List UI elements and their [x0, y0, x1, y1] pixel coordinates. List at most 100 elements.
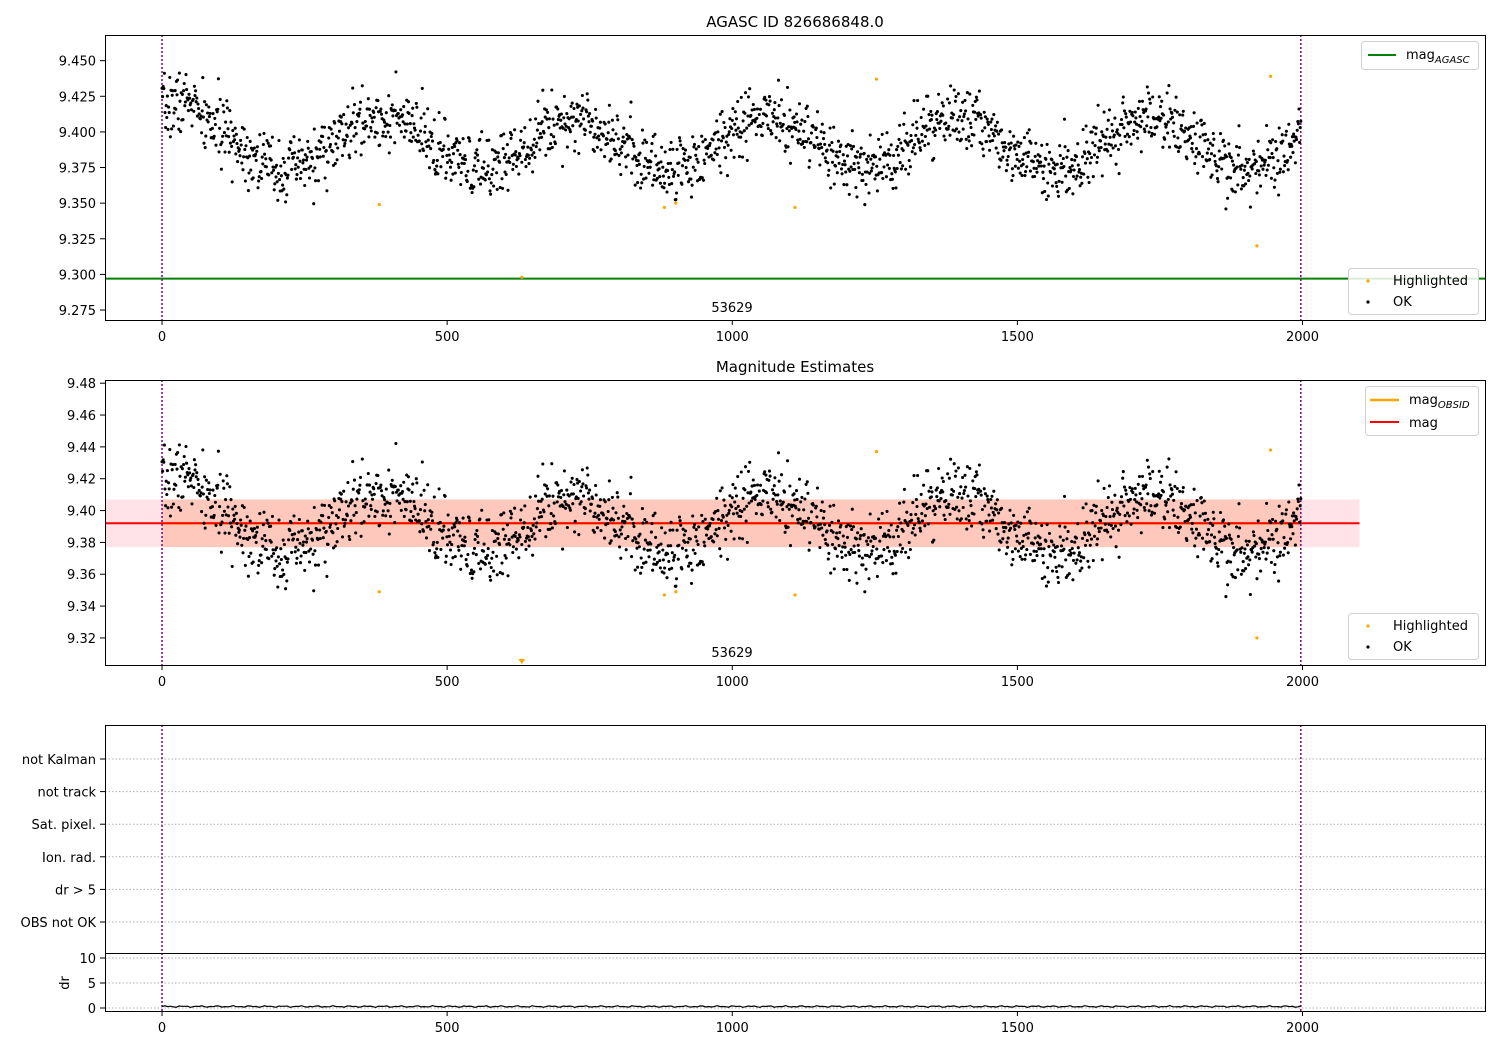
ok-point [1035, 170, 1039, 174]
ok-point [524, 165, 528, 169]
ok-point [976, 114, 980, 118]
ok-point [964, 137, 968, 141]
ok-point [535, 507, 539, 511]
ok-point [650, 141, 654, 146]
ok-point [191, 97, 195, 101]
ok-point [206, 497, 210, 501]
ok-point [1290, 525, 1294, 529]
ok-point [1136, 136, 1140, 140]
ok-point [367, 135, 371, 139]
ok-point [1277, 193, 1281, 197]
ok-point [1188, 136, 1193, 140]
ok-point [476, 540, 480, 545]
ok-point [363, 119, 367, 124]
ok-point [1179, 124, 1184, 128]
ok-point [580, 109, 584, 113]
ok-point [1194, 147, 1199, 151]
ok-point [451, 172, 455, 176]
ok-point [934, 128, 938, 132]
ok-point [1066, 149, 1070, 153]
ok-point [577, 533, 581, 537]
ok-point [1021, 157, 1025, 162]
ok-point [863, 203, 867, 207]
ok-point [898, 501, 902, 505]
ok-point [451, 152, 456, 156]
ok-point [1029, 521, 1033, 525]
ok-point [336, 515, 340, 519]
ok-point [880, 171, 884, 175]
ok-point [808, 541, 812, 545]
ok-point [422, 112, 426, 116]
ok-point [628, 136, 632, 140]
ok-point [567, 504, 571, 508]
ok-point [164, 104, 168, 108]
ok-point [1016, 140, 1020, 144]
ok-point [802, 508, 806, 512]
ok-point [190, 124, 194, 128]
ok-point [490, 148, 494, 152]
ok-point [1276, 159, 1280, 163]
ok-point [503, 553, 507, 558]
ok-point [1123, 514, 1127, 518]
ok-point [794, 489, 799, 493]
ok-point [648, 165, 652, 169]
ok-point [309, 530, 313, 534]
ok-point [783, 149, 787, 153]
ok-point [321, 134, 325, 139]
ok-point [426, 518, 430, 522]
ok-point [489, 181, 493, 185]
y-tick-label: 9.34 [67, 600, 96, 615]
ok-point [848, 169, 852, 173]
ok-point [938, 126, 942, 130]
ok-point [233, 504, 237, 508]
ok-point [290, 167, 294, 171]
ok-point [228, 141, 232, 145]
ok-point [800, 118, 804, 122]
ok-point [917, 521, 921, 525]
ok-point [1146, 492, 1150, 496]
ok-point [490, 556, 494, 560]
ok-point [217, 531, 221, 535]
ok-point [1295, 128, 1299, 132]
ok-point [681, 527, 685, 531]
ok-point [330, 132, 334, 136]
ok-point [301, 161, 305, 165]
ok-point [292, 514, 296, 518]
ok-point [242, 505, 246, 509]
ok-point [1064, 174, 1068, 178]
ok-point [165, 492, 169, 497]
ok-point [850, 129, 854, 133]
flag-row-label: not track [37, 786, 96, 801]
ok-point [417, 139, 421, 143]
ok-point [1057, 179, 1061, 183]
ok-point [263, 152, 267, 156]
ok-point [348, 537, 352, 542]
legend-mag-agasc: magAGASC [1406, 48, 1470, 66]
ok-point [593, 511, 597, 515]
ok-point [1167, 84, 1171, 88]
flag-row-label: dr > 5 [55, 883, 96, 898]
ok-point [1290, 135, 1294, 139]
ok-point [994, 124, 998, 128]
ok-point [562, 469, 566, 473]
ok-point [809, 510, 814, 514]
ok-point [861, 563, 865, 567]
ok-point [830, 520, 834, 524]
ok-point [1094, 132, 1098, 136]
ok-point [1026, 154, 1030, 159]
ok-point [839, 143, 843, 147]
x-tick-label: 0 [158, 330, 166, 345]
ok-point [270, 135, 274, 139]
ok-point [171, 462, 175, 467]
ok-point [1013, 527, 1017, 532]
ok-point [1050, 540, 1054, 544]
ok-point [1184, 504, 1188, 508]
ok-point [634, 537, 638, 541]
y-tick-label: 9.425 [59, 90, 96, 105]
ok-point [790, 514, 794, 518]
ok-point [713, 509, 718, 514]
ok-point [1091, 175, 1095, 179]
ok-point [737, 536, 742, 540]
ok-point [161, 95, 165, 99]
